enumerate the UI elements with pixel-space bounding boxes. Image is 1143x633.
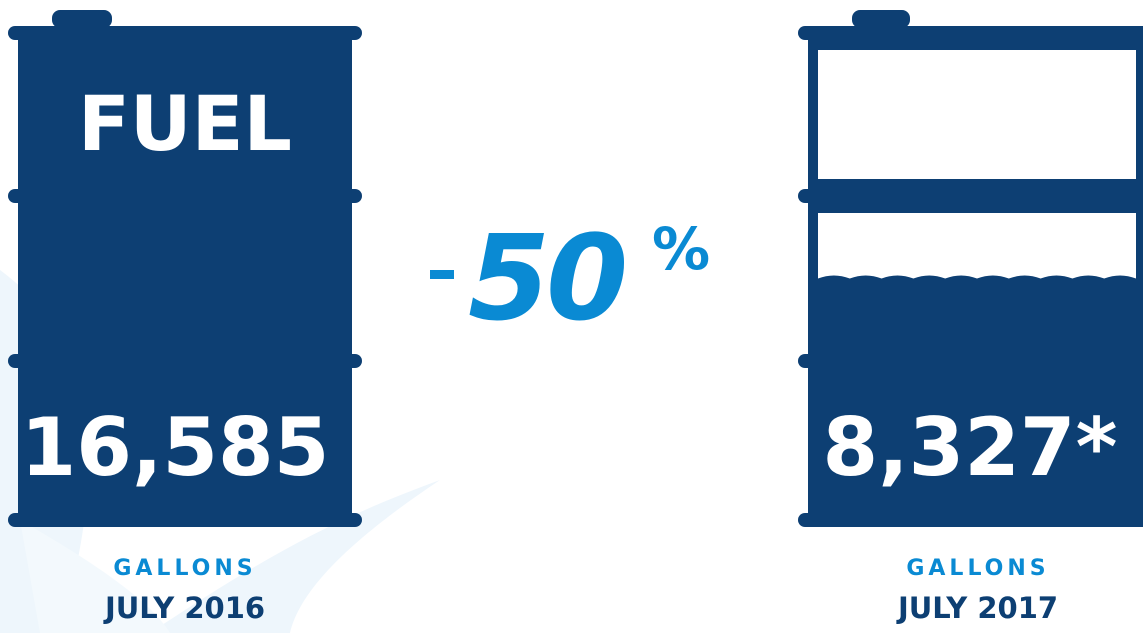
barrel-label: FUEL — [863, 79, 1077, 168]
barrel-2016-graphic: FUEL 16,585 — [8, 10, 362, 527]
barrel-rim-upper — [798, 189, 1143, 203]
empty-space-top — [818, 50, 1136, 179]
barrel-rim-lower — [8, 354, 362, 368]
barrel-rim-bottom — [798, 513, 1143, 527]
fuel-fluid-level — [818, 275, 1136, 344]
barrel-rim-bottom — [8, 513, 362, 527]
barrel-rim-lower — [798, 354, 1143, 368]
barrel-rim-top — [798, 26, 1143, 40]
date-label: JULY 2016 — [104, 591, 266, 625]
gallons-value: 16,585 — [21, 401, 330, 494]
percent-change: 50 % — [430, 208, 730, 348]
fuel-fluid-wave — [818, 275, 1136, 344]
fuel-barrel-2017: FUEL 8,327* — [790, 0, 1143, 540]
percent-symbol: % — [652, 215, 711, 283]
barrel-2017-graphic: FUEL 8,327* — [798, 10, 1143, 527]
barrel-cap — [52, 10, 112, 28]
unit-label: GALLONS — [906, 556, 1050, 581]
barrel-section-middle — [18, 203, 352, 354]
barrel-rim-upper — [8, 189, 362, 203]
caption-2016: GALLONS JULY 2016 — [45, 555, 325, 627]
barrel-section-bottom — [18, 368, 352, 513]
barrel-cap — [852, 10, 910, 28]
barrel-rim-top — [8, 26, 362, 40]
barrel-label: FUEL — [78, 79, 292, 168]
fuel-barrel-2016: FUEL 16,585 — [0, 0, 370, 540]
minus-sign — [430, 270, 454, 279]
date-label: JULY 2017 — [897, 591, 1059, 625]
barrel-section-bottom — [808, 368, 1143, 513]
caption-2017: GALLONS JULY 2017 — [838, 555, 1118, 627]
unit-label: GALLONS — [113, 556, 257, 581]
barrel-section-top — [18, 40, 352, 189]
gallons-value: 8,327* — [823, 401, 1118, 494]
percent-change-number: 50 — [468, 209, 628, 347]
